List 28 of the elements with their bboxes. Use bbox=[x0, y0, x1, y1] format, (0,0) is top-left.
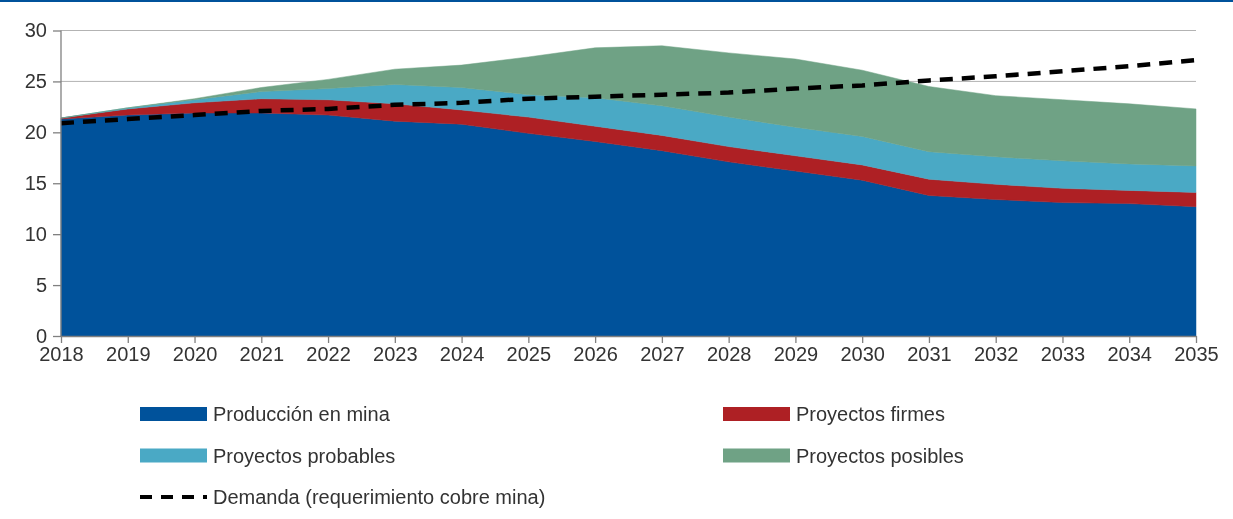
x-tick-label: 2019 bbox=[106, 343, 151, 366]
x-tick-label: 2033 bbox=[1040, 343, 1086, 366]
x-tick-label: 2030 bbox=[840, 343, 885, 366]
x-tick-label: 2022 bbox=[306, 343, 351, 366]
x-tick-label: 2032 bbox=[973, 343, 1019, 366]
legend-label: Proyectos probables bbox=[213, 444, 396, 467]
x-tick-label: 2023 bbox=[373, 343, 418, 366]
x-tick-label: 2035 bbox=[1174, 343, 1219, 366]
legend-label: Proyectos posibles bbox=[796, 444, 964, 467]
legend-label: Demanda (requerimiento cobre mina) bbox=[213, 486, 546, 508]
x-tick-label: 2020 bbox=[172, 343, 218, 366]
x-tick-label: 2031 bbox=[907, 343, 952, 366]
x-tick-label: 2027 bbox=[640, 343, 685, 366]
y-tick-label: 25 bbox=[24, 70, 47, 93]
x-tick-label: 2029 bbox=[773, 343, 819, 366]
x-tick-label: 2028 bbox=[706, 343, 752, 366]
x-tick-label: 2021 bbox=[239, 343, 285, 366]
x-tick-label: 2024 bbox=[439, 343, 485, 366]
y-tick-label: 10 bbox=[24, 223, 47, 246]
y-tick-label: 5 bbox=[35, 273, 47, 296]
legend-label: Producción en mina bbox=[213, 403, 391, 425]
y-tick-label: 15 bbox=[24, 172, 47, 195]
y-tick-label: 30 bbox=[24, 19, 47, 42]
y-tick-label: 20 bbox=[24, 121, 47, 144]
x-tick-label: 2034 bbox=[1107, 343, 1152, 366]
x-tick-label: 2026 bbox=[573, 343, 618, 366]
legend-label: Proyectos firmes bbox=[796, 403, 945, 425]
x-tick-label: 2025 bbox=[506, 343, 552, 366]
